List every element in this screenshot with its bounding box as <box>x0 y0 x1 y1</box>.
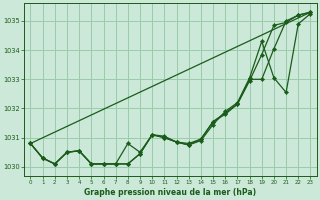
X-axis label: Graphe pression niveau de la mer (hPa): Graphe pression niveau de la mer (hPa) <box>84 188 257 197</box>
